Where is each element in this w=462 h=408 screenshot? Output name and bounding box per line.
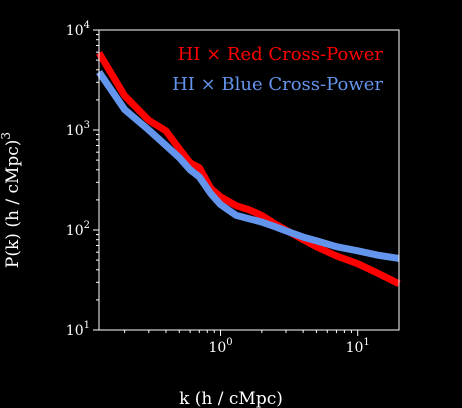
y-axis-label: P(k) (h / cMpc) — [3, 140, 23, 269]
x-tick-label-2: 101 — [346, 337, 370, 356]
plot-frame — [98, 29, 400, 331]
x-axis-label: k (h / cMpc) — [179, 389, 283, 408]
series-line-2 — [96, 70, 400, 262]
y-tick-label-4: 104 — [66, 20, 90, 39]
y-axis-label-group: P(k) (h / cMpc)3 — [0, 132, 23, 268]
y-axis-label-exponent: 3 — [0, 132, 13, 140]
y-tick-label-3: 103 — [66, 120, 90, 139]
tick-layer: 100 101 101 102 103 104 — [66, 20, 370, 356]
y-tick-label-2: 102 — [66, 220, 90, 239]
legend: HI × Red Cross-Power HI × Blue Cross-Powe… — [172, 44, 383, 95]
x-tick-label-1: 100 — [208, 337, 232, 356]
legend-entry-2: HI × Blue Cross-Power — [172, 74, 383, 95]
series-line-1 — [95, 51, 401, 287]
legend-entry-1: HI × Red Cross-Power — [178, 44, 384, 65]
y-tick-label-1: 101 — [66, 320, 90, 339]
series-layer — [95, 51, 401, 287]
